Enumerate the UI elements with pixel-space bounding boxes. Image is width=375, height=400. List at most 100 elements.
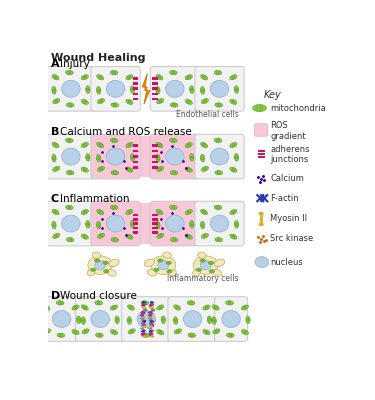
- Ellipse shape: [166, 80, 184, 97]
- FancyBboxPatch shape: [45, 297, 78, 341]
- Ellipse shape: [52, 75, 59, 80]
- Ellipse shape: [214, 205, 222, 210]
- Ellipse shape: [53, 166, 60, 172]
- Ellipse shape: [86, 86, 90, 94]
- Ellipse shape: [128, 305, 135, 310]
- Bar: [152, 161, 157, 164]
- Ellipse shape: [97, 209, 104, 215]
- Ellipse shape: [110, 205, 118, 210]
- Ellipse shape: [201, 99, 208, 104]
- Ellipse shape: [87, 270, 95, 276]
- Ellipse shape: [166, 261, 171, 264]
- Text: Injury: Injury: [60, 59, 90, 69]
- Ellipse shape: [166, 148, 184, 165]
- Ellipse shape: [66, 205, 73, 210]
- Ellipse shape: [81, 167, 88, 172]
- Ellipse shape: [126, 142, 133, 148]
- Ellipse shape: [127, 317, 132, 324]
- Ellipse shape: [43, 317, 47, 324]
- Ellipse shape: [126, 234, 133, 239]
- Ellipse shape: [96, 221, 101, 229]
- Text: B: B: [51, 126, 59, 136]
- Ellipse shape: [185, 75, 192, 80]
- Ellipse shape: [157, 305, 164, 310]
- Ellipse shape: [183, 310, 202, 328]
- Bar: [152, 214, 157, 216]
- Ellipse shape: [222, 310, 240, 328]
- Ellipse shape: [96, 154, 101, 162]
- Text: C: C: [51, 194, 59, 204]
- Ellipse shape: [174, 329, 182, 334]
- Ellipse shape: [43, 305, 50, 310]
- Ellipse shape: [104, 270, 109, 273]
- Ellipse shape: [166, 215, 184, 232]
- Ellipse shape: [66, 70, 73, 75]
- Ellipse shape: [215, 171, 223, 175]
- Ellipse shape: [52, 221, 56, 229]
- Ellipse shape: [94, 259, 100, 262]
- Ellipse shape: [52, 154, 56, 162]
- Ellipse shape: [81, 75, 88, 80]
- Ellipse shape: [95, 301, 102, 305]
- Ellipse shape: [81, 317, 86, 324]
- Ellipse shape: [170, 171, 178, 175]
- Ellipse shape: [215, 238, 223, 242]
- Ellipse shape: [103, 261, 108, 264]
- Ellipse shape: [255, 257, 269, 268]
- Ellipse shape: [86, 154, 90, 161]
- Bar: [152, 144, 157, 147]
- Ellipse shape: [207, 316, 212, 324]
- Text: D: D: [51, 290, 60, 300]
- Ellipse shape: [91, 310, 110, 328]
- FancyBboxPatch shape: [195, 66, 244, 111]
- Ellipse shape: [110, 138, 118, 142]
- Ellipse shape: [194, 256, 218, 274]
- FancyBboxPatch shape: [168, 297, 217, 341]
- Ellipse shape: [88, 256, 112, 274]
- Ellipse shape: [157, 330, 164, 335]
- Ellipse shape: [214, 138, 222, 142]
- Ellipse shape: [185, 99, 192, 104]
- Ellipse shape: [157, 166, 164, 172]
- Ellipse shape: [242, 305, 249, 310]
- Ellipse shape: [97, 142, 104, 148]
- Ellipse shape: [107, 270, 116, 276]
- Ellipse shape: [170, 70, 177, 75]
- Ellipse shape: [106, 148, 125, 165]
- Ellipse shape: [126, 99, 133, 104]
- Ellipse shape: [196, 268, 201, 271]
- Text: nucleus: nucleus: [270, 258, 303, 266]
- Ellipse shape: [193, 270, 200, 276]
- Ellipse shape: [234, 154, 238, 161]
- Polygon shape: [142, 74, 150, 104]
- Ellipse shape: [52, 86, 56, 94]
- Ellipse shape: [214, 70, 222, 75]
- Bar: [133, 88, 138, 90]
- Ellipse shape: [170, 138, 177, 142]
- Ellipse shape: [214, 259, 225, 266]
- Text: Myosin II: Myosin II: [270, 214, 308, 224]
- FancyBboxPatch shape: [214, 297, 248, 341]
- Ellipse shape: [98, 166, 105, 172]
- Text: Wound closure: Wound closure: [60, 290, 137, 300]
- Ellipse shape: [167, 270, 172, 273]
- Ellipse shape: [115, 316, 119, 324]
- Text: mitochondria: mitochondria: [270, 104, 326, 112]
- Ellipse shape: [253, 104, 267, 112]
- Ellipse shape: [111, 171, 118, 175]
- Ellipse shape: [201, 86, 205, 94]
- Ellipse shape: [76, 316, 81, 324]
- Ellipse shape: [98, 233, 105, 238]
- Ellipse shape: [66, 171, 74, 175]
- Ellipse shape: [170, 205, 177, 210]
- Ellipse shape: [106, 80, 125, 97]
- Ellipse shape: [53, 233, 60, 238]
- Ellipse shape: [110, 305, 118, 310]
- Ellipse shape: [157, 233, 164, 238]
- Ellipse shape: [96, 333, 103, 337]
- Ellipse shape: [185, 142, 192, 148]
- Ellipse shape: [130, 154, 135, 161]
- FancyBboxPatch shape: [150, 66, 200, 111]
- Bar: [133, 82, 138, 85]
- Ellipse shape: [96, 86, 101, 94]
